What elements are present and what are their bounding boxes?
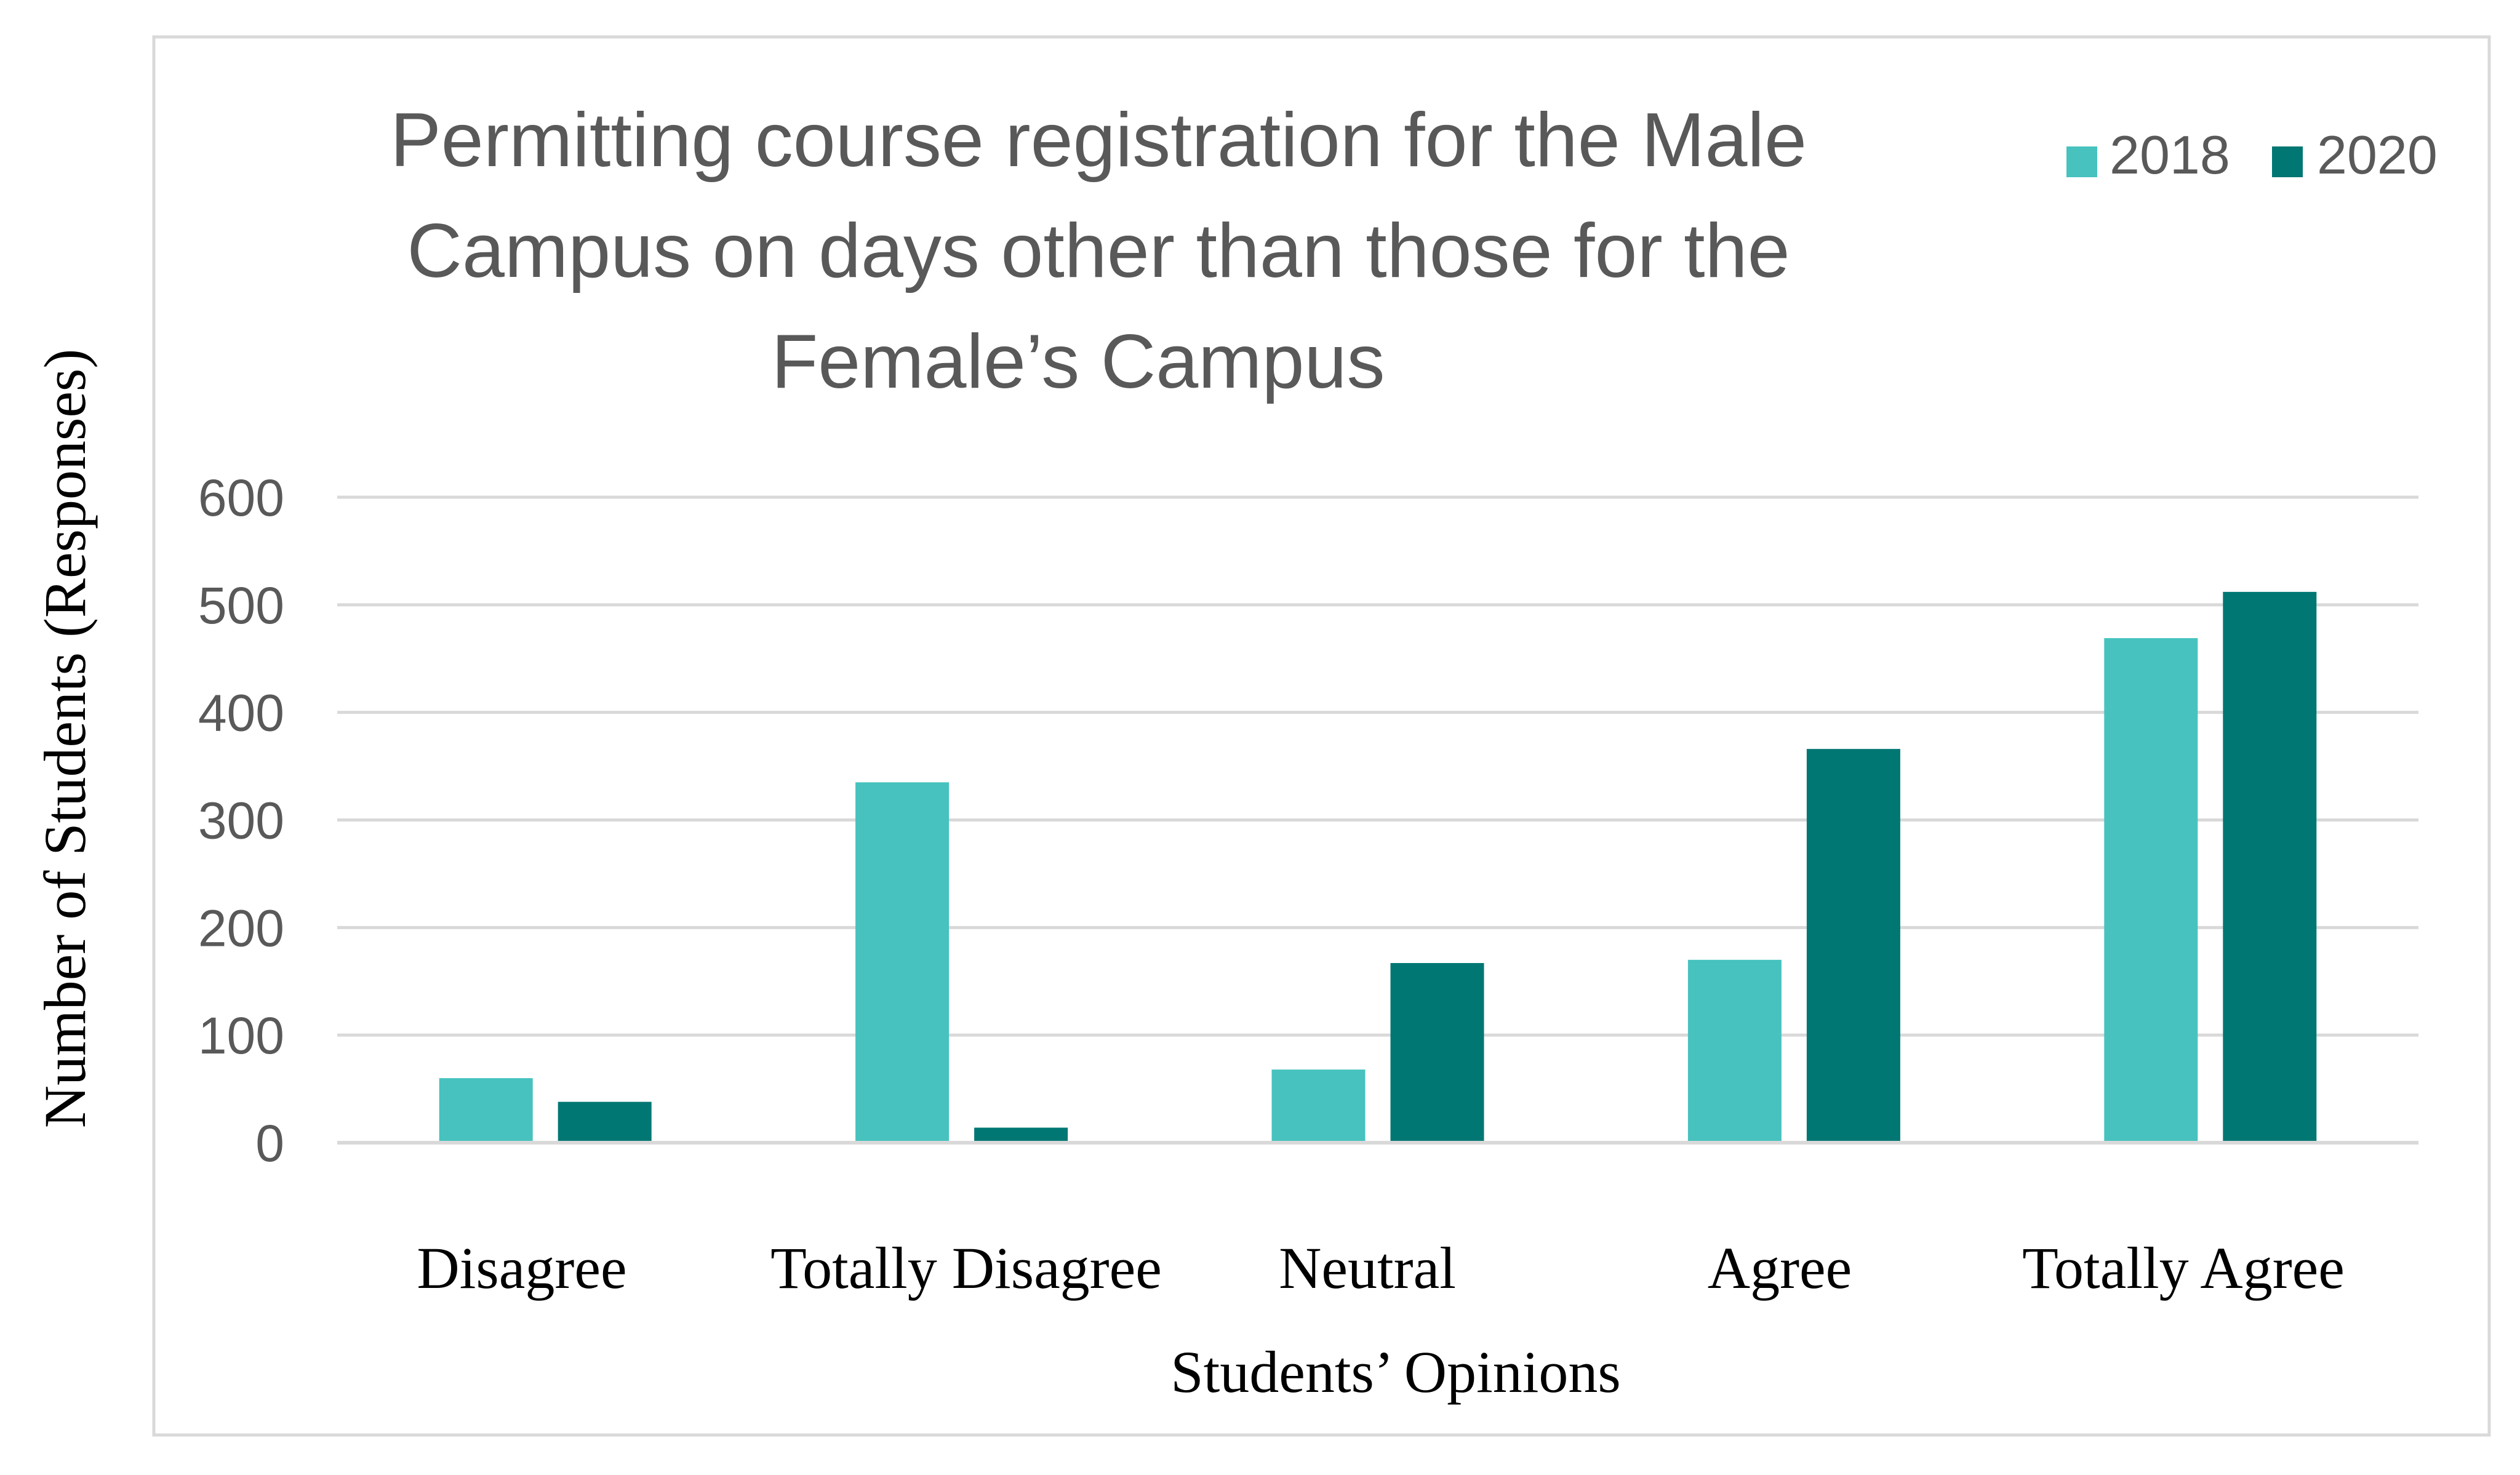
legend-swatch-2018 — [2066, 146, 2097, 177]
bar-2018-agree — [1687, 959, 1782, 1143]
legend-swatch-2020 — [2272, 146, 2303, 177]
bar-2020-totally-agree — [2223, 591, 2317, 1143]
bar-2018-totally-agree — [2104, 638, 2198, 1143]
y-gridlines — [337, 495, 2418, 1037]
bar-2018-disagree — [439, 1078, 533, 1143]
x-category-label: Totally Agree — [2022, 1235, 2345, 1301]
chart-title-line-2: Campus on days other than those for the — [407, 209, 1790, 294]
x-axis-label: Students’ Opinions — [1170, 1339, 1621, 1405]
bar-2020-neutral — [1390, 963, 1484, 1143]
x-axis-categories: Disagree Totally Disagree Neutral Agree Tota… — [417, 1235, 2344, 1301]
chart-title: Permitting course registration for the M… — [390, 98, 1807, 404]
x-category-label: Neutral — [1279, 1235, 1456, 1301]
bar-2020-agree — [1806, 749, 1900, 1143]
chart-border — [152, 35, 2491, 1437]
legend-label-2018: 2018 — [2110, 124, 2230, 185]
chart-title-line-3: Female’s Campus — [772, 319, 1385, 404]
bar-2018-neutral — [1271, 1069, 1366, 1143]
y-tick-label: 400 — [198, 684, 284, 742]
y-tick-label: 600 — [198, 469, 284, 527]
y-axis-label: Number of Students (Responses) — [32, 349, 98, 1129]
x-category-label: Totally Disagree — [770, 1235, 1162, 1301]
bar-2020-disagree — [558, 1101, 652, 1143]
bars — [439, 591, 2317, 1143]
legend-label-2020: 2020 — [2317, 124, 2438, 185]
bar-2018-totally-disagree — [855, 782, 950, 1143]
y-tick-label: 500 — [198, 577, 284, 634]
x-category-label: Disagree — [417, 1235, 626, 1301]
y-tick-label: 300 — [198, 792, 284, 850]
y-tick-label: 0 — [255, 1114, 284, 1172]
bar-2020-totally-disagree — [974, 1127, 1068, 1143]
y-tick-label: 100 — [198, 1007, 284, 1065]
x-category-label: Agree — [1708, 1235, 1852, 1301]
chart-title-line-1: Permitting course registration for the M… — [390, 98, 1807, 183]
y-axis-ticks: 0 100 200 300 400 500 600 — [198, 469, 284, 1172]
y-tick-label: 200 — [198, 899, 284, 957]
legend: 2018 2020 — [2066, 124, 2438, 185]
